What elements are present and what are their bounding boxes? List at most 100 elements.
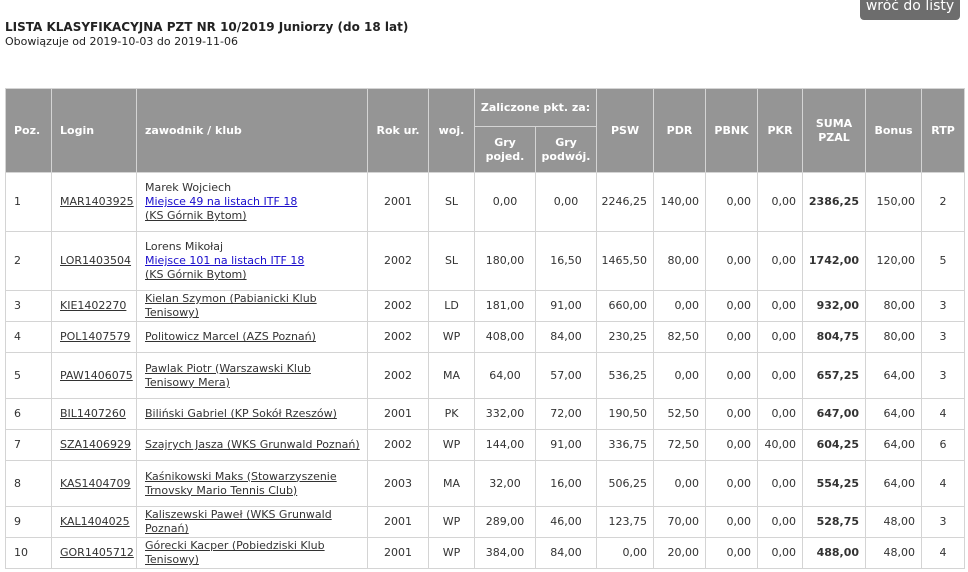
itf-ranking-link[interactable]: Miejsce 49 na listach ITF 18 — [145, 195, 298, 208]
psw-cell: 1465,50 — [596, 231, 655, 291]
login-link[interactable]: LOR1403504 — [60, 254, 132, 267]
birth-year-cell: 2001 — [367, 172, 429, 232]
position-cell: 10 — [5, 537, 52, 569]
pkr-cell: 0,00 — [757, 231, 804, 291]
player-cell: Kaliszewski Paweł (WKS Grunwald Poznań) — [136, 506, 368, 538]
rtp-cell: 3 — [921, 290, 966, 322]
position-cell: 5 — [5, 352, 52, 399]
header-voivodeship: woj. — [428, 88, 475, 173]
suma-pzal-cell: 528,75 — [802, 506, 867, 538]
pkr-cell: 0,00 — [757, 172, 804, 232]
doubles-points-cell: 91,00 — [534, 429, 598, 461]
position-cell: 7 — [5, 429, 52, 461]
singles-points-cell: 144,00 — [474, 429, 536, 461]
birth-year-cell: 2002 — [367, 352, 429, 399]
login-link[interactable]: SZA1406929 — [60, 438, 132, 451]
voivodeship-cell: WP — [428, 321, 475, 353]
player-club-link[interactable]: Pawlak Piotr (Warszawski Klub Tenisowy M… — [145, 361, 311, 389]
login-link[interactable]: PAW1406075 — [60, 368, 133, 382]
login-cell: GOR1405712 — [51, 537, 137, 569]
pdr-cell: 80,00 — [653, 231, 707, 291]
login-link[interactable]: MAR1403925 — [60, 195, 134, 208]
header-rtp: RTP — [921, 88, 966, 173]
birth-year-cell: 2002 — [367, 429, 429, 461]
player-club-link[interactable]: Kaliszewski Paweł (WKS Grunwald Poznań) — [145, 508, 332, 535]
ranking-table: Poz. Login zawodnik / klub Rok ur. woj. … — [5, 88, 966, 569]
itf-ranking-link[interactable]: Miejsce 101 na listach ITF 18 — [145, 254, 305, 267]
voivodeship-cell: PK — [428, 398, 475, 430]
pkr-cell: 0,00 — [757, 537, 804, 569]
pbnk-cell: 0,00 — [705, 172, 759, 232]
player-club-link[interactable]: Kaśnikowski Maks (Stowarzyszenie Trnovsk… — [145, 469, 337, 497]
login-cell: KAL1404025 — [51, 506, 137, 538]
table-row: 4 POL1407579 Politowicz Marcel (AZS Poznań… — [5, 321, 966, 353]
pkr-cell: 0,00 — [757, 290, 804, 322]
doubles-points-cell: 91,00 — [534, 290, 598, 322]
bonus-cell: 150,00 — [865, 172, 923, 232]
player-cell: Kielan Szymon (Pabianicki Klub Tenisowy) — [136, 290, 368, 322]
table-row: 7 SZA1406929 Szajrych Jasza (WKS Grunwald … — [5, 429, 966, 461]
player-cell: Politowicz Marcel (AZS Poznań) — [136, 321, 368, 353]
suma-pzal-cell: 932,00 — [802, 290, 867, 322]
player-club-link[interactable]: Szajrych Jasza (WKS Grunwald Poznań) — [145, 438, 360, 451]
club-link[interactable]: (KS Górnik Bytom) — [145, 209, 247, 222]
header-doubles: Gry podwój. — [534, 126, 598, 173]
singles-points-cell: 0,00 — [474, 172, 536, 232]
login-link[interactable]: KIE1402270 — [60, 299, 127, 312]
suma-pzal-cell: 2386,25 — [802, 172, 867, 232]
back-to-list-button[interactable]: wróć do listy — [860, 0, 960, 20]
rtp-cell: 3 — [921, 352, 966, 399]
pkr-cell: 0,00 — [757, 321, 804, 353]
doubles-points-cell: 0,00 — [534, 172, 598, 232]
singles-points-cell: 332,00 — [474, 398, 536, 430]
login-link[interactable]: BIL1407260 — [60, 407, 126, 420]
pkr-cell: 0,00 — [757, 460, 804, 507]
birth-year-cell: 2002 — [367, 290, 429, 322]
suma-pzal-cell: 647,00 — [802, 398, 867, 430]
pdr-cell: 82,50 — [653, 321, 707, 353]
pdr-cell: 140,00 — [653, 172, 707, 232]
singles-points-cell: 384,00 — [474, 537, 536, 569]
login-link[interactable]: POL1407579 — [60, 330, 131, 343]
doubles-points-cell: 16,50 — [534, 231, 598, 291]
header-singles: Gry pojed. — [474, 126, 536, 173]
pbnk-cell: 0,00 — [705, 460, 759, 507]
position-cell: 3 — [5, 290, 52, 322]
pbnk-cell: 0,00 — [705, 429, 759, 461]
rtp-cell: 2 — [921, 172, 966, 232]
player-club-link[interactable]: Kielan Szymon (Pabianicki Klub Tenisowy) — [145, 292, 317, 319]
bonus-cell: 48,00 — [865, 537, 923, 569]
player-club-link[interactable]: Politowicz Marcel (AZS Poznań) — [145, 330, 316, 343]
header-suma-pzal: SUMA PZAL — [802, 88, 867, 173]
doubles-points-cell: 72,00 — [534, 398, 598, 430]
psw-cell: 506,25 — [596, 460, 655, 507]
bonus-cell: 64,00 — [865, 460, 923, 507]
rtp-cell: 5 — [921, 231, 966, 291]
login-cell: POL1407579 — [51, 321, 137, 353]
login-cell: BIL1407260 — [51, 398, 137, 430]
psw-cell: 536,25 — [596, 352, 655, 399]
login-link[interactable]: KAL1404025 — [60, 515, 130, 528]
player-club-link[interactable]: Biliński Gabriel (KP Sokół Rzeszów) — [145, 407, 337, 420]
header-birth-year: Rok ur. — [367, 88, 429, 173]
doubles-points-cell: 16,00 — [534, 460, 598, 507]
player-club-link[interactable]: Górecki Kacper (Pobiedziski Klub Tenisow… — [145, 539, 325, 566]
psw-cell: 190,50 — [596, 398, 655, 430]
bonus-cell: 48,00 — [865, 506, 923, 538]
player-name: Marek Wojciech — [145, 181, 232, 194]
login-link[interactable]: KAS1404709 — [60, 476, 131, 490]
position-cell: 1 — [5, 172, 52, 232]
suma-pzal-cell: 657,25 — [802, 352, 867, 399]
bonus-cell: 64,00 — [865, 398, 923, 430]
birth-year-cell: 2003 — [367, 460, 429, 507]
club-link[interactable]: (KS Górnik Bytom) — [145, 268, 247, 281]
login-cell: PAW1406075 — [51, 352, 137, 399]
login-link[interactable]: GOR1405712 — [60, 546, 134, 559]
psw-cell: 336,75 — [596, 429, 655, 461]
rtp-cell: 3 — [921, 506, 966, 538]
pkr-cell: 0,00 — [757, 506, 804, 538]
header-pdr: PDR — [653, 88, 707, 173]
rtp-cell: 6 — [921, 429, 966, 461]
table-row: 2 LOR1403504 Lorens Mikołaj Miejsce 101 na … — [5, 231, 966, 291]
validity-period: Obowiązuje od 2019-10-03 do 2019-11-06 — [5, 35, 238, 48]
